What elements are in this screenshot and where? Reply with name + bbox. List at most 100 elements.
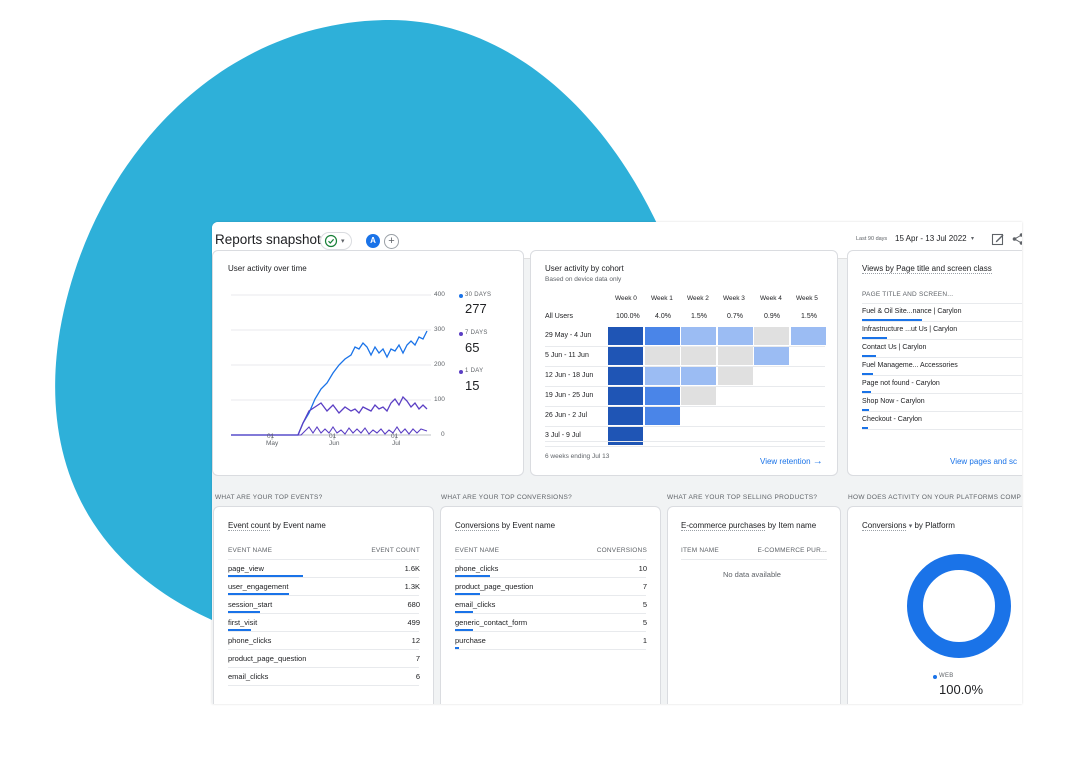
cohort-cell[interactable]	[644, 387, 680, 405]
cohort-cell[interactable]	[717, 367, 753, 385]
cohort-cell[interactable]	[681, 347, 716, 365]
section-label-conversions: WHAT ARE YOUR TOP CONVERSIONS?	[441, 494, 573, 501]
page-views-bar	[862, 373, 873, 375]
value-bar	[455, 647, 459, 649]
all-users-week-4: 0.9%	[764, 313, 780, 320]
event-name[interactable]: first_visit	[228, 618, 258, 627]
cohort-cell[interactable]	[644, 327, 680, 345]
event-value: 7	[415, 654, 420, 663]
cohort-row-divider	[545, 386, 825, 387]
week-2-header: Week 2	[687, 295, 709, 302]
event-name[interactable]: page_view	[228, 564, 264, 573]
value-bar	[228, 575, 303, 577]
events-title: Event count by Event name	[228, 521, 326, 531]
platform-metric: Conversions	[862, 521, 907, 531]
cohort-cell[interactable]	[717, 347, 753, 365]
platform-donut-chart	[907, 554, 1011, 658]
date-range-picker[interactable]: 15 Apr - 13 Jul 2022	[895, 234, 967, 243]
x-ticks	[271, 435, 397, 440]
cohort-card: User activity by cohort Based on device …	[530, 250, 838, 476]
event-name[interactable]: product_page_question	[228, 654, 307, 663]
avatar[interactable]: A	[366, 234, 380, 248]
cohort-row-label: 3 Jul - 9 Jul	[545, 432, 581, 439]
cohort-cell[interactable]	[681, 367, 716, 385]
event-name[interactable]: session_start	[228, 600, 273, 609]
cohort-row-label: 26 Jun - 2 Jul	[545, 412, 588, 419]
event-name[interactable]: generic_contact_form	[455, 618, 528, 627]
page-title-item[interactable]: Shop Now - Carylon	[862, 398, 925, 405]
event-name[interactable]: phone_clicks	[455, 564, 499, 573]
table-row-divider	[228, 631, 419, 632]
add-comparison-button[interactable]: +	[384, 234, 399, 249]
event-name[interactable]: email_clicks	[228, 672, 269, 681]
blob-shape	[55, 20, 661, 620]
page-title-item[interactable]: Fuel Manageme... Accessories	[862, 362, 958, 369]
platform-title[interactable]: Conversions ▾ by Platform	[862, 521, 955, 531]
value-bar	[455, 575, 490, 577]
status-dropdown[interactable]: ▾	[320, 232, 352, 250]
products-col-name: ITEM NAME	[681, 547, 719, 554]
cohort-footer-divider	[545, 441, 825, 442]
event-name[interactable]: product_page_question	[455, 582, 534, 591]
cohort-cell[interactable]	[608, 347, 643, 365]
cohort-cell[interactable]	[717, 327, 753, 345]
pages-column-header: PAGE TITLE AND SCREEN...	[862, 291, 954, 298]
table-header-divider	[228, 559, 419, 560]
cohort-cell[interactable]	[681, 387, 716, 405]
cohort-cell[interactable]	[790, 327, 826, 345]
event-name[interactable]: purchase	[455, 636, 486, 645]
page-title-item[interactable]: Fuel & Oil Site...nance | Carylon	[862, 308, 962, 315]
event-name[interactable]: user_engagement	[228, 582, 289, 591]
table-row-divider	[455, 577, 646, 578]
cohort-cell[interactable]	[608, 427, 643, 445]
page-title-item[interactable]: Contact Us | Carylon	[862, 344, 927, 351]
cohort-row-divider	[545, 426, 825, 427]
page-title-item[interactable]: Infrastructure ...ut Us | Carylon	[862, 326, 958, 333]
cohort-cell[interactable]	[608, 387, 643, 405]
cohort-row-divider	[545, 406, 825, 407]
cohort-cell[interactable]	[608, 407, 643, 425]
value-bar	[228, 629, 251, 631]
all-users-week-2: 1.5%	[691, 313, 707, 320]
table-row-divider	[228, 595, 419, 596]
products-col-value: E-COMMERCE PUR...	[757, 547, 827, 554]
event-value: 1.6K	[404, 564, 420, 573]
cohort-cell[interactable]	[644, 347, 680, 365]
events-col-count: EVENT COUNT	[371, 547, 420, 554]
view-retention-link[interactable]: View retention →	[760, 456, 823, 467]
view-pages-link[interactable]: View pages and sc	[950, 457, 1018, 466]
cohort-cell[interactable]	[644, 367, 680, 385]
week-5-header: Week 5	[796, 295, 818, 302]
event-name[interactable]: phone_clicks	[228, 636, 272, 645]
page-title-item[interactable]: Page not found - Carylon	[862, 380, 940, 387]
cohort-cell[interactable]	[754, 347, 789, 365]
all-users-week-3: 0.7%	[727, 313, 743, 320]
all-users-week-5: 1.5%	[801, 313, 817, 320]
cohort-cell[interactable]	[644, 407, 680, 425]
page-views-bar	[862, 355, 876, 357]
cohort-subtitle: Based on device data only	[545, 276, 622, 283]
page-title-item[interactable]: Checkout - Carylon	[862, 416, 922, 423]
share-icon[interactable]	[1011, 232, 1022, 246]
cohort-row-label: 5 Jun - 11 Jun	[545, 352, 589, 359]
cohort-cell[interactable]	[681, 327, 716, 345]
top-events-card: Event count by Event name EVENT NAME EVE…	[213, 506, 434, 704]
event-value: 5	[642, 600, 647, 609]
edit-report-icon[interactable]	[991, 232, 1005, 246]
conversions-dimension: by Event name	[499, 521, 556, 530]
cohort-cell[interactable]	[608, 367, 643, 385]
cohort-cell[interactable]	[608, 327, 643, 345]
section-label-events: WHAT ARE YOUR TOP EVENTS?	[215, 494, 323, 501]
week-0-header: Week 0	[615, 295, 637, 302]
cohort-cell[interactable]	[754, 327, 789, 345]
page-row-divider	[862, 321, 1022, 322]
x-tick-jul-month: Jul	[392, 440, 401, 447]
legend-label-1-day: 1 DAY	[465, 368, 484, 374]
products-empty-state: No data available	[723, 570, 781, 579]
y-tick-0: 0	[441, 431, 445, 438]
event-name[interactable]: email_clicks	[455, 600, 496, 609]
x-tick-may-day: 01	[267, 433, 275, 440]
page-row-divider	[862, 357, 1022, 358]
platform-card: Conversions ▾ by Platform WEB 100.0%	[847, 506, 1022, 704]
user-activity-chart	[231, 294, 431, 440]
